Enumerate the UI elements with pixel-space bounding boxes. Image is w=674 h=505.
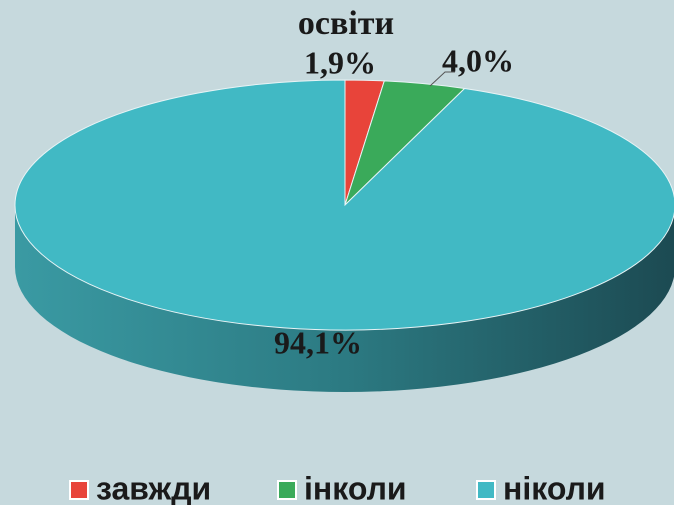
chart: освіти 1,9% 4,0% 94,1% завжди інколи ніколи [0,0,674,505]
chart-title: освіти [298,5,394,42]
data-label: 94,1% [274,324,362,360]
page: освіти 1,9%4,0%94,1%завждиінколиніколи (… [0,0,674,505]
legend-label: інколи [304,470,407,505]
legend-swatch [278,481,296,499]
legend-label: завжди [96,470,211,505]
data-label: 1,9% [304,44,376,80]
legend-swatch [70,481,88,499]
legend-swatch [477,481,495,499]
legend-label: ніколи [503,470,606,505]
data-label: 4,0% [442,42,514,78]
pie-slice [15,80,674,330]
